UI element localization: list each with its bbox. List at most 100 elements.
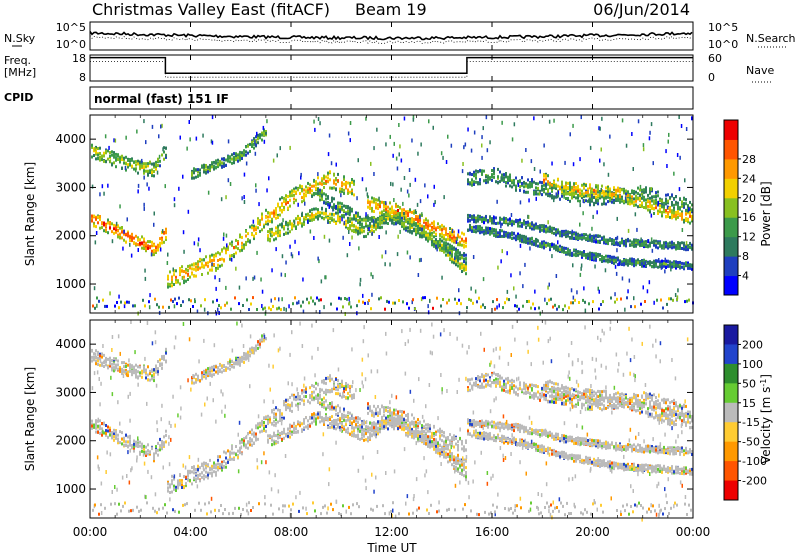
rti-cell [669, 206, 671, 210]
nsearch-label: N.Search [746, 32, 796, 45]
rti-cell [539, 228, 541, 232]
rti-cell [513, 286, 515, 291]
rti-cell [99, 354, 101, 358]
rti-cell [181, 486, 183, 489]
rti-cell [605, 259, 607, 263]
rti-cell [284, 273, 286, 278]
rti-cell [323, 192, 325, 196]
rti-cell [117, 235, 119, 239]
rti-cell [175, 485, 177, 489]
rti-cell [158, 134, 160, 139]
rti-cell [381, 200, 383, 204]
rti-cell [313, 184, 315, 188]
rti-cell [133, 439, 135, 443]
rti-cell [549, 245, 551, 249]
rti-cell [254, 140, 256, 145]
rti-cell [609, 199, 611, 203]
rti-cell [359, 220, 361, 224]
rti-cell [295, 225, 297, 229]
rti-cell [407, 214, 409, 217]
rti-cell [95, 349, 97, 353]
rti-cell [135, 368, 137, 372]
rti-cell [189, 264, 191, 268]
rti-cell [188, 120, 190, 124]
rti-cell [617, 243, 619, 246]
rti-cell [499, 218, 501, 222]
rti-cell [439, 233, 441, 237]
rti-cell [355, 228, 357, 232]
rti-cell [657, 246, 659, 250]
rti-cell [553, 243, 555, 247]
rti-cell [365, 218, 367, 221]
rti-cell [669, 241, 671, 245]
rti-cell [103, 154, 105, 158]
rti-cell [573, 232, 575, 236]
rti-cell [323, 186, 325, 189]
rti-cell [377, 198, 379, 202]
rti-cell [591, 187, 593, 191]
rti-cell [387, 205, 389, 209]
rti-cell [91, 355, 93, 359]
rti-cell [229, 156, 231, 160]
rti-cell [643, 264, 645, 268]
rti-cell [451, 229, 454, 233]
rti-cell [621, 118, 624, 123]
rti-cell [617, 186, 619, 190]
rti-cell [385, 204, 387, 208]
rti-cell [597, 254, 599, 258]
rti-cell [175, 275, 177, 279]
rti-cell [411, 225, 413, 229]
rti-cell [281, 297, 283, 302]
rti-cell [429, 229, 431, 233]
rti-cell [666, 205, 669, 210]
rti-cell [193, 167, 195, 171]
rti-cell [647, 193, 649, 197]
rti-cell [108, 145, 110, 150]
rti-cell [570, 288, 573, 293]
rti-cell [279, 231, 281, 234]
rti-cell [133, 241, 135, 245]
rti-cell [411, 300, 413, 305]
rti-cell [297, 202, 299, 207]
rti-cell [327, 203, 329, 206]
rti-cell [531, 227, 533, 231]
rti-cell [192, 305, 194, 308]
rti-cell [587, 255, 589, 258]
rti-cell [95, 148, 97, 152]
rti-cell [451, 244, 453, 248]
rti-cell [661, 264, 663, 268]
rti-cell [97, 221, 99, 225]
rti-cell [403, 116, 406, 121]
rti-cell [661, 199, 663, 203]
rti-cell [487, 226, 489, 230]
rti-cell [362, 293, 364, 298]
rti-cell [513, 181, 515, 185]
rti-cell [175, 489, 177, 492]
rti-cell [295, 217, 297, 221]
rti-cell [400, 187, 402, 192]
rti-cell [523, 181, 525, 185]
rti-cell [459, 266, 461, 270]
rti-cell [545, 192, 547, 196]
rti-cell [521, 223, 523, 227]
rti-cell [93, 222, 95, 226]
rti-cell [665, 210, 667, 214]
rti-cell [689, 246, 691, 250]
rti-cell [97, 363, 99, 366]
rti-cell [343, 215, 345, 219]
rti-cell [331, 186, 333, 190]
rti-cell [625, 262, 627, 266]
rti-cell [579, 272, 582, 277]
rti-cell [155, 370, 157, 374]
rti-cell [171, 278, 173, 282]
rti-cell [187, 477, 189, 481]
rti-cell [187, 272, 189, 276]
rti-cell [273, 232, 275, 236]
rti-cell [331, 212, 333, 216]
rti-cell [271, 227, 273, 231]
rti-cell [589, 254, 591, 258]
rti-cell [605, 192, 607, 196]
rti-cell [577, 237, 579, 241]
rti-cell [123, 229, 125, 234]
